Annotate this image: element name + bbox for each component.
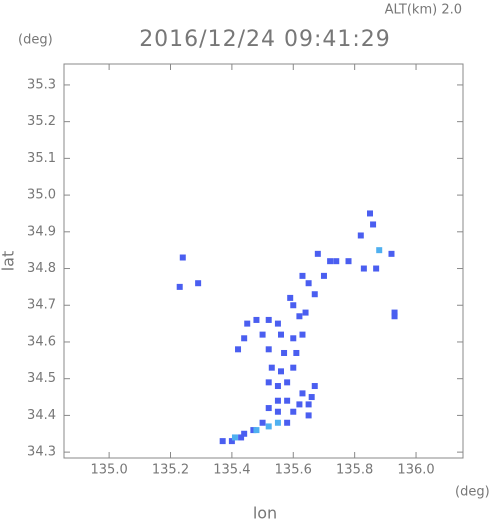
radar-cell	[314, 250, 321, 257]
y-tick-label: 34.5	[27, 371, 56, 386]
radar-cell	[305, 401, 312, 408]
radar-cell	[268, 364, 275, 371]
x-tick-label: 135.2	[152, 463, 189, 478]
y-tick-label: 34.6	[27, 334, 56, 349]
radar-cell	[195, 280, 202, 287]
header: ALT(km) 2.0	[385, 3, 462, 18]
y-tick-label: 35.0	[27, 188, 56, 203]
radar-cell	[391, 309, 398, 316]
radar-cell	[179, 254, 186, 261]
radar-cell	[274, 408, 281, 415]
radar-cell	[305, 280, 312, 287]
y-tick-label: 34.7	[27, 298, 56, 313]
radar-cell	[265, 423, 272, 430]
radar-cell	[274, 419, 281, 426]
y-axis-label: lat	[0, 251, 18, 272]
radar-cell	[231, 434, 238, 441]
radar-cell	[311, 291, 318, 298]
x-tick-label: 135.0	[91, 463, 128, 478]
y-tick-label: 34.9	[27, 224, 56, 239]
radar-cell	[219, 438, 226, 445]
radar-cell	[265, 346, 272, 353]
radar-cell	[265, 405, 272, 412]
radar-cell	[259, 331, 266, 338]
radar-cell	[274, 397, 281, 404]
y-unit: (deg)	[18, 33, 53, 48]
radar-cell	[235, 346, 242, 353]
radar-cell	[290, 408, 297, 415]
radar-cell	[228, 438, 235, 445]
radar-cell	[296, 401, 303, 408]
radar-cell	[290, 335, 297, 342]
y-tick-label: 34.4	[27, 408, 56, 423]
radar-cell	[299, 331, 306, 338]
radar-cell	[274, 383, 281, 390]
radar-cell	[376, 247, 383, 254]
radar-cell	[277, 368, 284, 375]
y-tick-label: 35.1	[27, 151, 56, 166]
radar-cell	[299, 272, 306, 279]
radar-cell	[265, 316, 272, 323]
radar-cell	[345, 258, 352, 265]
radar-cell	[250, 427, 257, 434]
radar-cell	[373, 265, 380, 272]
radar-cell	[284, 397, 291, 404]
radar-cell	[238, 434, 245, 441]
radar-cell	[388, 250, 395, 257]
x-tick-label: 135.8	[336, 463, 373, 478]
radar-cell	[277, 331, 284, 338]
radar-cell	[311, 383, 318, 390]
x-tick-label: 135.6	[275, 463, 312, 478]
radar-cell	[370, 221, 377, 228]
radar-cell	[265, 379, 272, 386]
radar-cell	[290, 302, 297, 309]
radar-cell	[327, 258, 334, 265]
x-axis-label: lon	[253, 504, 277, 521]
radar-cell	[333, 258, 340, 265]
chart-title: 2016/12/24 09:41:29	[139, 27, 391, 52]
radar-cell	[176, 283, 183, 290]
radar-cell	[299, 390, 306, 397]
radar-cell	[305, 412, 312, 419]
radar-cell	[253, 316, 260, 323]
radar-cell	[259, 419, 266, 426]
radar-cell	[320, 272, 327, 279]
y-tick-label: 35.2	[27, 114, 56, 129]
radar-cell	[284, 419, 291, 426]
plot-frame	[63, 63, 464, 459]
radar-cell	[308, 394, 315, 401]
radar-cell	[290, 364, 297, 371]
x-tick-label: 135.4	[213, 463, 250, 478]
radar-cell	[357, 232, 364, 239]
radar-cell	[244, 320, 251, 327]
y-tick-label: 34.3	[27, 445, 56, 460]
radar-cell	[284, 379, 291, 386]
radar-cell	[293, 349, 300, 356]
y-tick-label: 34.8	[27, 261, 56, 276]
x-tick-label: 136.0	[397, 463, 434, 478]
radar-cell	[253, 427, 260, 434]
radar-cell	[241, 430, 248, 437]
radar-cell	[287, 294, 294, 301]
radar-cell	[391, 313, 398, 320]
x-unit: (deg)	[455, 485, 490, 500]
radar-cell	[274, 320, 281, 327]
radar-cell	[302, 309, 309, 316]
radar-cell	[367, 210, 374, 217]
radar-cell	[281, 349, 288, 356]
radar-cell	[241, 335, 248, 342]
y-tick-label: 35.3	[27, 77, 56, 92]
radar-cell	[296, 313, 303, 320]
radar-cell	[360, 265, 367, 272]
